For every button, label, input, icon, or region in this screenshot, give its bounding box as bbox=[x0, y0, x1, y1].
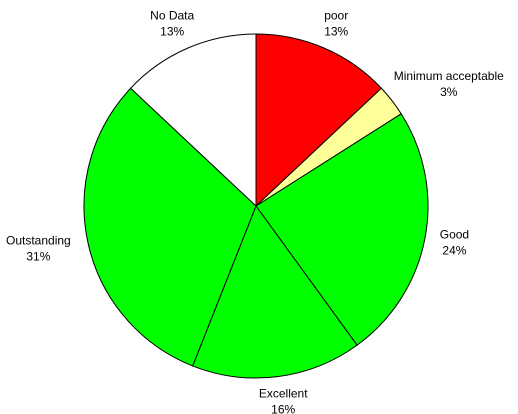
slice-label: Minimum acceptable bbox=[394, 69, 504, 83]
pie-slice bbox=[255, 33, 383, 208]
pie-slice bbox=[83, 87, 257, 367]
slice-value-label: 3% bbox=[440, 85, 458, 99]
pie-slice bbox=[192, 204, 358, 379]
slice-value-label: 13% bbox=[324, 24, 348, 38]
slice-label: poor bbox=[324, 8, 348, 22]
slice-value-label: 24% bbox=[442, 243, 466, 257]
slice-value-label: 31% bbox=[26, 249, 50, 263]
slice-label: Outstanding bbox=[6, 233, 71, 247]
pie-slice bbox=[129, 33, 257, 208]
slice-label: Excellent bbox=[259, 387, 308, 401]
slice-value-label: 16% bbox=[271, 403, 295, 414]
slice-value-label: 13% bbox=[160, 24, 184, 38]
slice-label: Good bbox=[440, 227, 469, 241]
slice-label: No Data bbox=[150, 8, 194, 22]
pie-slice bbox=[255, 113, 429, 346]
